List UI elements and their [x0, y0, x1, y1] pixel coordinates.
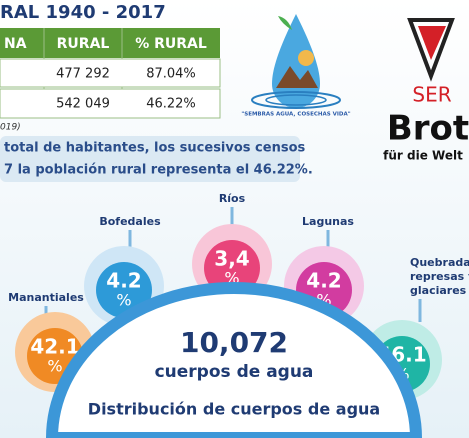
cell: 542 049 [56, 97, 110, 112]
summary-box [0, 136, 300, 182]
summary-line: 7 la población rural representa el 46.22… [4, 163, 313, 178]
title: RAL 1940 - 2017 [0, 2, 166, 23]
body-label: glaciares [410, 284, 467, 297]
column-header: % RURAL [135, 36, 207, 52]
body-unit: % [47, 357, 62, 376]
logo-brot: Brot [387, 109, 469, 149]
table-header [0, 28, 220, 58]
body-unit: % [116, 291, 131, 310]
body-label: Bofedales [99, 215, 161, 228]
center-arc [45, 282, 423, 438]
body-value: 42.1 [30, 335, 79, 359]
table-note: 019) [0, 123, 21, 133]
brot-logo: SER Brot für die Welt [383, 18, 469, 163]
column-header: RURAL [57, 36, 110, 52]
drop-logo: "SEMBRAS AGUA, COSECHAS VIDA" [241, 14, 351, 118]
body-label: Manantiales [8, 291, 84, 304]
total: 10,072 [180, 326, 288, 359]
body-label: Lagunas [302, 215, 354, 228]
body-label: Quebradas, [410, 256, 469, 269]
table-row [0, 88, 221, 119]
body-value: 4.2 [106, 269, 141, 293]
body-label: Ríos [219, 192, 246, 205]
summary-line: total de habitantes, los sucesivos censo… [4, 141, 306, 156]
logo-ser: SER [412, 83, 451, 107]
caption: Distribución de cuerpos de agua [88, 400, 380, 419]
column-header: NA [4, 36, 27, 52]
cell: 87.04% [146, 67, 196, 82]
logo-brot-sub: für die Welt [383, 149, 463, 163]
total-label: cuerpos de agua [155, 362, 314, 382]
body-value: 3,4 [214, 247, 249, 271]
body-value: 4.2 [306, 269, 341, 293]
table-row [0, 58, 221, 88]
logo-slogan: "SEMBRAS AGUA, COSECHAS VIDA" [241, 112, 350, 118]
body-circle [204, 240, 260, 296]
cell: 46.22% [146, 97, 196, 112]
body-label: represas y [410, 270, 469, 283]
table: NA RURAL % RURAL 477 292 87.04% 542 049 … [0, 28, 221, 119]
cell: 477 292 [56, 67, 110, 82]
